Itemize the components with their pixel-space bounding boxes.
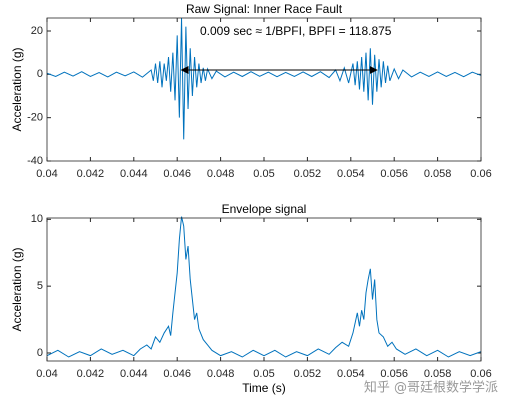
x-tick-label: 0.052 <box>294 168 322 180</box>
watermark: 知乎 @哥廷根数学学派 <box>364 380 498 396</box>
x-tick-label: 0.04 <box>36 368 57 380</box>
x-tick-label: 0.054 <box>337 368 365 380</box>
x-tick-label: 0.044 <box>120 168 148 180</box>
x-tick-label: 0.048 <box>207 168 235 180</box>
x-tick-label: 0.06 <box>470 368 491 380</box>
x-tick-label: 0.04 <box>36 168 57 180</box>
axes-box <box>46 217 482 362</box>
axes-box <box>46 17 482 162</box>
y-tick-label: 0 <box>37 68 43 80</box>
x-tick-label: 0.046 <box>163 368 191 380</box>
x-tick-label: 0.048 <box>207 368 235 380</box>
y-axis-label: Acceleration (g) <box>10 47 24 131</box>
chart-title: Raw Signal: Inner Race Fault <box>186 2 343 16</box>
plot-area <box>47 218 481 361</box>
y-tick-label: -40 <box>27 155 43 167</box>
y-tick-label: 20 <box>31 25 43 37</box>
x-tick-label: 0.06 <box>470 168 491 180</box>
y-tick-label: 5 <box>37 280 43 292</box>
y-tick-label: 10 <box>31 213 43 225</box>
annotation-text: 0.009 sec ≈ 1/BPFI, BPFI = 118.875 <box>200 24 392 38</box>
x-tick-label: 0.044 <box>120 368 148 380</box>
signal-line <box>46 17 482 140</box>
x-tick-label: 0.042 <box>77 168 105 180</box>
x-tick-label: 0.046 <box>163 168 191 180</box>
x-tick-label: 0.058 <box>424 368 452 380</box>
y-tick-label: 0 <box>37 347 43 359</box>
x-tick-label: 0.058 <box>424 168 452 180</box>
x-axis-label: Time (s) <box>242 381 286 395</box>
x-tick-label: 0.056 <box>380 368 408 380</box>
x-tick-label: 0.05 <box>253 368 274 380</box>
x-tick-label: 0.05 <box>253 168 274 180</box>
signal-line <box>46 216 482 358</box>
plot-area <box>47 18 481 161</box>
x-tick-label: 0.052 <box>294 368 322 380</box>
chart-title: Envelope signal <box>222 202 307 216</box>
y-tick-label: -20 <box>27 112 43 124</box>
x-tick-label: 0.054 <box>337 168 365 180</box>
x-tick-label: 0.042 <box>77 368 105 380</box>
y-axis-label: Acceleration (g) <box>10 247 24 331</box>
x-tick-label: 0.056 <box>380 168 408 180</box>
